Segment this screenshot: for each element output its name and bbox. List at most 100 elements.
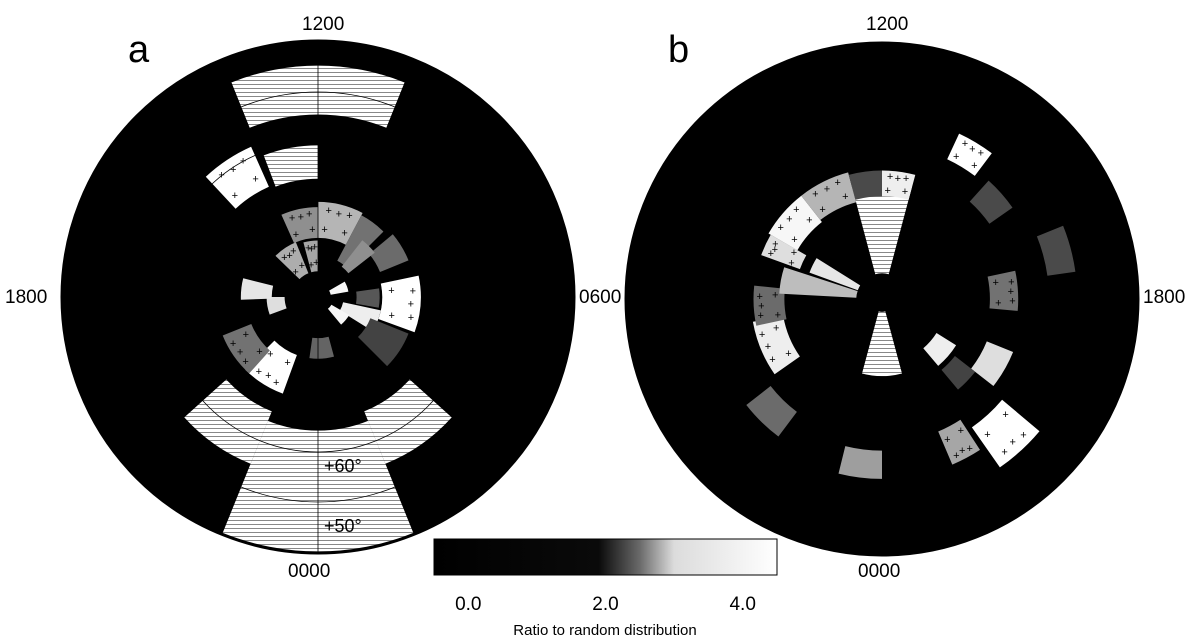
panel-b-sector-18-mark-0: +	[785, 348, 791, 360]
panel-b-sector-2-mark-1: +	[791, 247, 797, 259]
panel-a-sector-17	[358, 318, 409, 367]
panel-a-sector-8-mark-2: +	[298, 212, 304, 224]
panel-b-sector-3-mark-2: +	[786, 214, 792, 226]
panel-b-sector-18-mark-3: +	[769, 354, 775, 366]
panel-b-sector-13-mark-0: +	[1002, 409, 1008, 421]
panel-b-sector-13-mark-2: +	[1009, 437, 1015, 449]
panel-b-sector-6-mark-0: +	[884, 185, 890, 197]
panel-a-sector-20	[222, 324, 270, 374]
panel-a-sector-12	[369, 234, 409, 272]
panel-a-sector-20-mark-0: +	[256, 346, 262, 358]
panel-b-sector-14-mark-2: +	[959, 445, 965, 457]
panel-a-lat-ring-60	[162, 141, 474, 453]
panel-b-sector-9	[1036, 225, 1076, 276]
panel-b-sector-19-mark-1: +	[772, 290, 778, 302]
panel-a-sector-23-mark-4: +	[290, 246, 296, 258]
panel-b-sector-21	[809, 258, 861, 291]
panel-a-sector-8-mark-4: +	[306, 209, 312, 221]
panel-a-lat-label-50: +50°	[324, 516, 362, 536]
panel-b-sector-6-mark-1: +	[902, 186, 908, 198]
panel-b-sector-3-mark-1: +	[806, 215, 812, 227]
panel-a-label-1800: 1800	[5, 287, 47, 308]
panel-a-sector-20-mark-2: +	[237, 347, 243, 359]
panel-b-sector-7-mark-4: +	[978, 147, 984, 159]
panel-a-sector-9-mark-2: +	[336, 209, 342, 221]
panel-b-sector-19-mark-3: +	[757, 310, 763, 322]
panel-b: +++++ +++++ ++++++ +++ +++++++++++++++++++ ++…	[624, 14, 1185, 582]
panel-b-sector-8	[969, 180, 1013, 224]
panel-a: ++++++ +++ ++ +++ +++++ +++++++++++++++++++++…	[5, 14, 621, 582]
panel-b-sector-7-mark-3: +	[962, 138, 968, 150]
panel-a-label-0000: 0000	[288, 561, 330, 582]
panel-a-letter: a	[128, 29, 150, 71]
panel-b-sector-10-mark-2: +	[1008, 286, 1014, 298]
panel-b-sector-19-mark-4: +	[756, 291, 762, 303]
colorbar-gradient	[433, 538, 778, 576]
panel-a-sector-6-mark-1: +	[252, 174, 258, 186]
panel-b-sector-10-mark-3: +	[1008, 276, 1014, 288]
panel-a-sector-9-mark-4: +	[346, 210, 352, 222]
panel-a-sector-22	[240, 278, 274, 300]
panel-a-sector-9-mark-3: +	[325, 205, 331, 217]
panel-b-label-1800: 1800	[1143, 287, 1185, 308]
panel-a-sector-6	[205, 146, 269, 209]
panel-a-sector-14-mark-2: +	[408, 299, 414, 311]
panel-b-sector-4-mark-2: +	[824, 184, 830, 196]
panel-a-label-0600: 0600	[579, 287, 621, 308]
panel-b-sector-2-mark-3: +	[768, 248, 774, 260]
panel-b-sector-18	[752, 316, 800, 375]
panel-b-sector-4-mark-4: +	[834, 177, 840, 189]
panel-a-sector-19-mark-1: +	[267, 349, 273, 361]
panel-a-sector-14-mark-1: +	[388, 310, 394, 322]
panel-b-sector-0	[852, 183, 912, 275]
panel-a-sector-10-mark-2: +	[308, 244, 314, 256]
panel-a-sector-5	[184, 379, 272, 464]
panel-a-sector-10-mark-1: +	[313, 257, 319, 269]
panel-b-sector-18-mark-4: +	[759, 329, 765, 341]
panel-a-sector-8-mark-1: +	[309, 224, 315, 236]
panel-a-sector-9-mark-1: +	[341, 227, 347, 239]
panel-b-sector-19-mark-2: +	[758, 300, 764, 312]
panel-b-sector-6-mark-2: +	[895, 173, 901, 185]
panel-b-sector-4-mark-0: +	[819, 204, 825, 216]
panel-a-sector-20-mark-3: +	[242, 356, 248, 368]
panel-a-lat-label-60: +60°	[324, 456, 362, 476]
panel-b-sector-10-mark-0: +	[992, 277, 998, 289]
panel-b-sector-13	[971, 399, 1040, 468]
panel-a-sector-23-mark-3: +	[281, 252, 287, 264]
panel-b-sector-19	[753, 285, 787, 326]
panel-b-sector-13-mark-4: +	[1001, 447, 1007, 459]
panel-a-sector-4	[364, 379, 452, 464]
panel-a-sector-7	[263, 145, 318, 187]
panel-b-sector-14-mark-0: +	[958, 425, 964, 437]
panel-b-sector-20	[779, 267, 858, 298]
panel-a-sector-11	[337, 215, 384, 268]
panel-a-sector-14	[378, 275, 421, 333]
panel-a-sector-20-mark-4: +	[230, 338, 236, 350]
panel-b-sector-12	[941, 356, 976, 390]
panel-a-sector-25	[329, 281, 349, 295]
panel-b-sector-10-mark-4: +	[1009, 296, 1015, 308]
panel-b-sector-14-mark-4: +	[953, 450, 959, 462]
panel-a-sector-9-mark-0: +	[321, 224, 327, 236]
panel-b-sector-14	[938, 419, 980, 465]
panel-b-sector-6-mark-4: +	[903, 173, 909, 185]
panel-b-sectors: +++++ +++++ ++++++ +++ +++++++++++++++++++ ++…	[625, 42, 1139, 556]
panel-a-sector-8	[281, 207, 318, 243]
colorbar-ticks: 0.0 2.0 4.0	[455, 594, 756, 615]
panel-a-sector-19-mark-4: +	[256, 366, 262, 378]
panel-b-sector-19-mark-0: +	[775, 309, 781, 321]
panel-b-sector-18-mark-1: +	[773, 322, 779, 334]
panel-a-sector-23-mark-1: +	[299, 260, 305, 272]
panel-a-sector-14-mark-4: +	[408, 312, 414, 324]
panel-a-sector-21	[266, 297, 287, 315]
panel-b-sector-6	[882, 170, 916, 200]
panel-b-sector-10-mark-1: +	[995, 297, 1001, 309]
panel-a-sector-6-mark-0: +	[232, 190, 238, 202]
panel-a-label-1200: 1200	[302, 14, 344, 35]
panel-a-sector-6-mark-2: +	[230, 164, 236, 176]
panel-a-sector-15	[356, 288, 380, 308]
panel-a-sector-19-mark-3: +	[273, 377, 279, 389]
panel-a-sector-14-mark-0: +	[388, 285, 394, 297]
